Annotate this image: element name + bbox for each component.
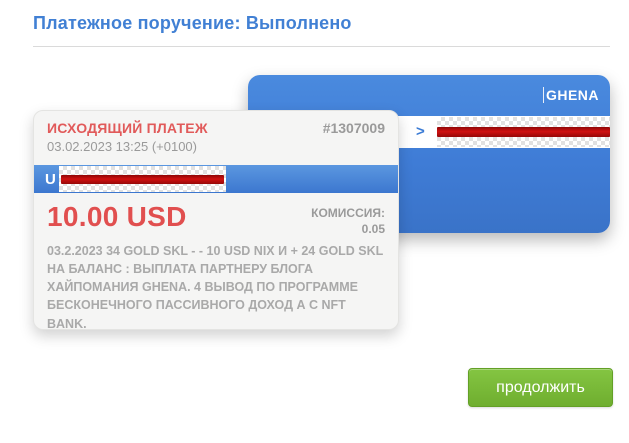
redaction-bar [437, 127, 610, 137]
page-title: Платежное поручение: Выполнено [33, 13, 352, 33]
amount-row: 10.00 USD КОМИССИЯ: 0.05 [47, 201, 385, 237]
title-divider [33, 46, 610, 47]
commission-label: КОМИССИЯ: [311, 206, 385, 220]
payment-id: #1307009 [322, 120, 385, 136]
redaction-bar [60, 174, 224, 184]
text-cursor [542, 87, 544, 103]
redacted-account-number [437, 117, 610, 147]
bank-card-brand: GHENA [545, 87, 599, 103]
payment-amount: 10.00 USD [47, 201, 187, 232]
payment-type-label: ИСХОДЯЩИЙ ПЛАТЕЖ [47, 120, 208, 136]
continue-button[interactable]: продолжить [468, 368, 613, 407]
commission-value: 0.05 [361, 222, 385, 237]
payment-receipt-card: ИСХОДЯЩИЙ ПЛАТЕЖ #1307009 03.02.2023 13:… [33, 110, 399, 331]
payment-description: 03.2.2023 34 GOLD SKL - - 10 USD NIX И +… [47, 244, 384, 331]
bank-card-brand-row: GHENA [542, 87, 599, 103]
chevron-right-icon: > [416, 123, 425, 140]
account-prefix: U [45, 170, 56, 188]
receipt-header: ИСХОДЯЩИЙ ПЛАТЕЖ #1307009 [34, 111, 398, 136]
commission-block: КОМИССИЯ: 0.05 [311, 201, 385, 237]
account-band: U [34, 165, 398, 193]
redacted-wallet-id [59, 166, 226, 192]
payment-datetime: 03.02.2023 13:25 (+0100) [47, 139, 197, 154]
